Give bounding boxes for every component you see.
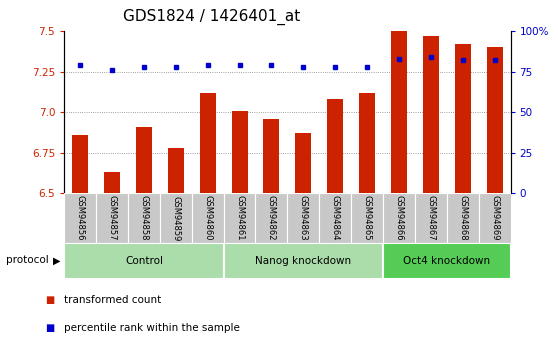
Bar [359,93,375,193]
Text: GDS1824 / 1426401_at: GDS1824 / 1426401_at [123,9,301,25]
Text: GSM94856: GSM94856 [76,196,85,241]
Bar [104,172,120,193]
Bar [455,44,471,193]
Bar [327,99,343,193]
Bar [128,193,160,243]
Bar [391,31,407,193]
Text: transformed count: transformed count [64,295,161,305]
Bar [383,243,511,279]
Text: GSM94864: GSM94864 [331,196,340,241]
Bar [423,36,439,193]
Bar [64,193,96,243]
Bar [383,193,415,243]
Text: GSM94868: GSM94868 [458,195,467,241]
Text: GSM94859: GSM94859 [171,196,180,241]
Text: ▶: ▶ [53,256,60,265]
Text: GSM94865: GSM94865 [363,196,372,241]
Bar [295,133,311,193]
Bar [447,193,479,243]
Bar [224,243,383,279]
Text: GSM94867: GSM94867 [426,195,435,241]
Bar [319,193,351,243]
Text: Nanog knockdown: Nanog knockdown [255,256,352,266]
Bar [487,47,503,193]
Text: Control: Control [125,256,163,266]
Bar [96,193,128,243]
Text: GSM94866: GSM94866 [395,195,403,241]
Bar [72,135,88,193]
Bar [168,148,184,193]
Text: GSM94863: GSM94863 [299,195,308,241]
Bar [64,243,224,279]
Text: Oct4 knockdown: Oct4 knockdown [403,256,490,266]
Text: GSM94862: GSM94862 [267,196,276,241]
Bar [200,93,215,193]
Bar [351,193,383,243]
Bar [160,193,192,243]
Text: GSM94857: GSM94857 [108,196,117,241]
Text: ■: ■ [45,323,54,333]
Text: GSM94860: GSM94860 [203,196,212,241]
Bar [232,110,248,193]
Bar [256,193,287,243]
Text: GSM94861: GSM94861 [235,196,244,241]
Bar [224,193,256,243]
Bar [263,119,280,193]
Text: protocol: protocol [6,256,49,265]
Text: GSM94869: GSM94869 [490,196,499,241]
Text: percentile rank within the sample: percentile rank within the sample [64,323,240,333]
Text: ■: ■ [45,295,54,305]
Bar [479,193,511,243]
Bar [287,193,319,243]
Bar [136,127,152,193]
Bar [192,193,224,243]
Text: GSM94858: GSM94858 [140,196,148,241]
Bar [415,193,447,243]
